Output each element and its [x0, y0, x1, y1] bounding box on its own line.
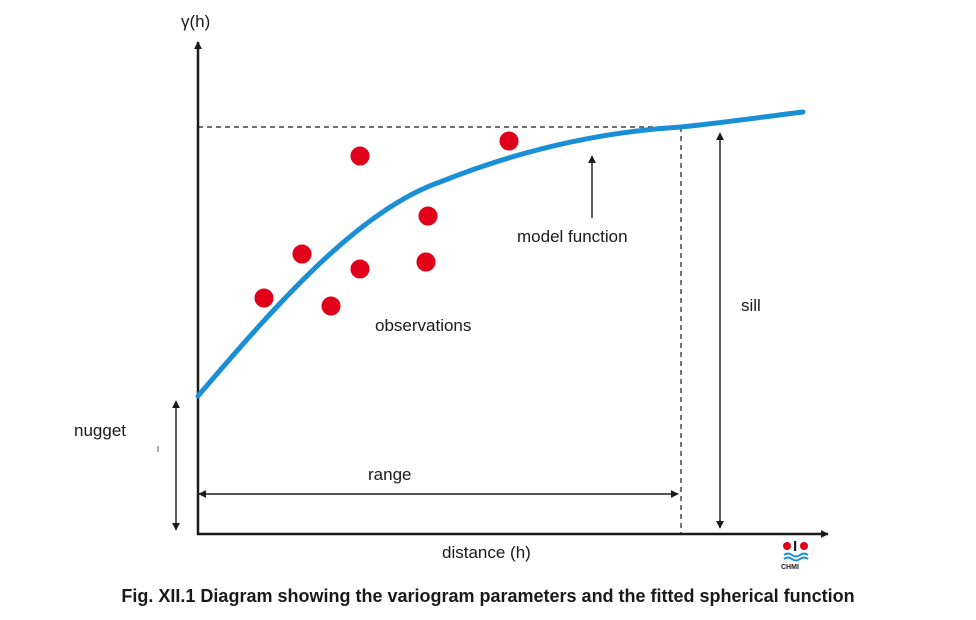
chmi-logo	[783, 541, 809, 562]
observation-points	[253, 130, 520, 317]
logo-red-dot	[800, 542, 808, 550]
observation-point	[291, 243, 313, 265]
observations-label: observations	[375, 316, 472, 335]
sill-label: sill	[741, 296, 761, 315]
range-label: range	[368, 465, 412, 484]
logo-text: CHMI	[781, 564, 799, 571]
logo-bar	[794, 541, 797, 551]
observation-point	[417, 205, 439, 227]
model-function-curve	[195, 109, 806, 399]
y-axis-label: γ(h)	[181, 12, 211, 31]
observation-point	[415, 251, 437, 273]
logo-wave	[783, 552, 809, 558]
x-axis-label: distance (h)	[442, 543, 531, 562]
figure-caption: Fig. XII.1 Diagram showing the variogram…	[121, 586, 855, 606]
observation-point	[320, 295, 342, 317]
observation-point	[349, 145, 371, 167]
observation-point	[498, 130, 520, 152]
logo-wave	[783, 556, 809, 562]
observation-point	[253, 287, 275, 309]
observation-point	[349, 258, 371, 280]
logo-red-dot	[783, 542, 791, 550]
model-function-label: model function	[517, 227, 628, 246]
nugget-label: nugget	[74, 421, 126, 440]
